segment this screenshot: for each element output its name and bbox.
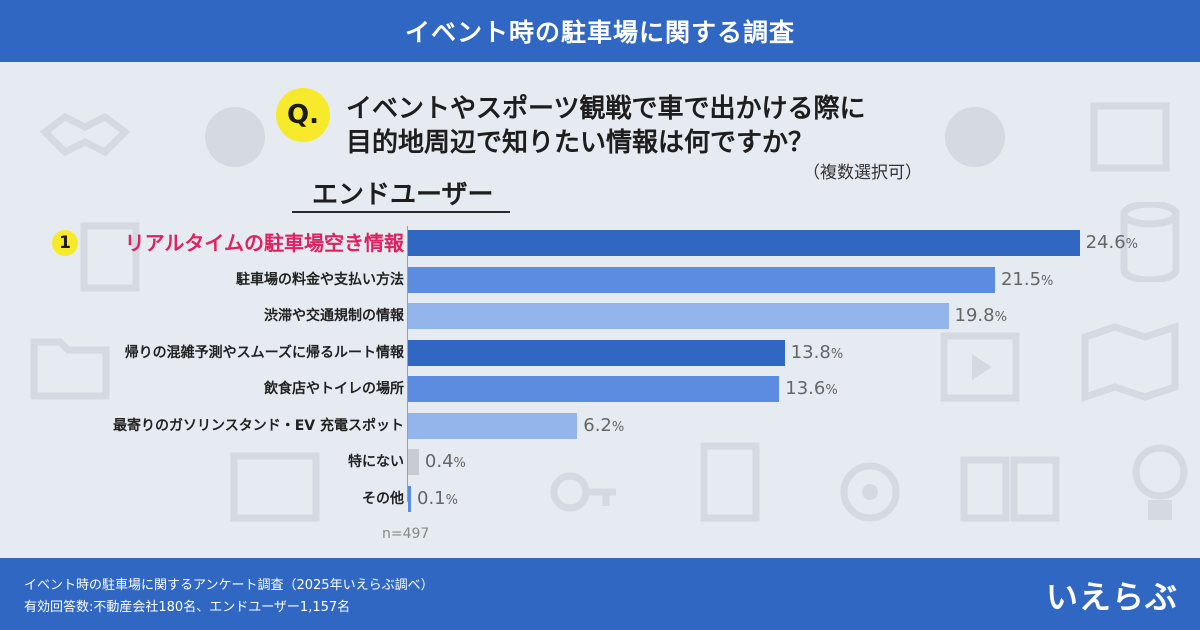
value-number: 13.6 [785,378,826,399]
value-label: 24.6% [1086,230,1138,256]
question-line-2: 目的地周辺で知りたい情報は何ですか？ [346,128,815,158]
video-icon [940,332,1020,402]
question-badge: Q. [276,88,330,142]
newspaper-icon [230,452,320,522]
rank-badge: 1 [52,230,78,256]
category-label-highlight: リアルタイムの駐車場空き情報 [124,231,404,255]
category-label: 飲食店やトイレの場所 [264,381,404,397]
handshake-icon [40,102,130,172]
value-unit: % [1125,237,1139,252]
category-label: 駐車場の料金や支払い方法 [236,272,404,288]
question-note: （複数選択可） [803,163,922,183]
key-icon [550,462,620,522]
chart-axis-line [407,226,408,502]
value-number: 0.4 [424,451,454,472]
bar [408,376,780,402]
category-label: 最寄りのガソリンスタンド・EV 充電スポット [113,418,404,434]
database-icon [1120,202,1180,282]
folder-icon [30,332,110,402]
value-label: 21.5% [1001,267,1053,293]
value-label: 13.8% [791,340,843,366]
value-number: 6.2 [583,415,612,436]
bar-chart: 1 リアルタイムの駐車場空き情報 24.6% 駐車場の料金や支払い方法 21.5% 渋滞… [0,62,1200,558]
category-label: 渋滞や交通規制の情報 [264,308,404,324]
webpage-icon [1090,102,1170,172]
value-unit: % [1041,274,1054,289]
footer-bar: イベント時の駐車場に関するアンケート調査（2025年いえらぶ調べ） 有効回答数:… [0,558,1200,630]
value-label: 0.1% [417,486,458,512]
value-number: 21.5 [1000,269,1042,290]
document-icon [80,222,140,292]
value-number: 24.6 [1085,232,1126,253]
globe-icon [200,102,270,172]
bar [408,340,785,366]
map-icon [1080,322,1180,402]
value-unit: % [994,310,1007,325]
value-unit: % [453,456,466,471]
value-label: 6.2% [583,413,624,439]
value-unit: % [830,347,844,362]
value-unit: % [825,383,838,398]
checklist-icon [700,442,760,522]
bar [408,303,949,329]
section-underline [292,211,510,213]
value-unit: % [611,420,625,435]
bar [408,413,578,439]
category-label: 帰りの混雑予測やスムーズに帰るルート情報 [124,345,404,361]
ierabu-logo: いえらぶ [1045,578,1178,616]
lightbulb-icon [1130,442,1190,532]
bar [408,486,411,512]
footer-survey-title: イベント時の駐車場に関するアンケート調査（2025年いえらぶ調べ） [24,578,434,593]
bar [408,267,995,293]
open-book-icon [960,452,1060,522]
question-line-1: イベントやスポーツ観戦で車で出かける際に [346,94,866,124]
bar [408,230,1080,256]
value-number: 19.8 [954,305,995,326]
sample-size: n=497 [382,526,430,542]
footer-respondents: 有効回答数:不動産会社180名、エンドユーザー1,157名 [24,600,351,615]
value-number: 13.8 [790,342,831,363]
value-label: 13.6% [785,376,837,402]
value-unit: % [445,493,458,508]
header-bar: イベント時の駐車場に関する調査 [0,0,1200,62]
target-icon [840,462,900,522]
value-label: 19.8% [955,303,1007,329]
globe-icon-right [940,102,1010,172]
section-title: エンドユーザー [312,180,494,210]
category-label: 特にない [348,454,404,470]
page-title: イベント時の駐車場に関する調査 [404,18,795,47]
value-label: 0.4% [425,449,466,475]
main-panel: Q. イベントやスポーツ観戦で車で出かける際に 目的地周辺で知りたい情報は何です… [0,62,1200,558]
category-label: その他 [362,491,404,507]
bar [408,449,419,475]
value-number: 0.1 [417,488,446,509]
